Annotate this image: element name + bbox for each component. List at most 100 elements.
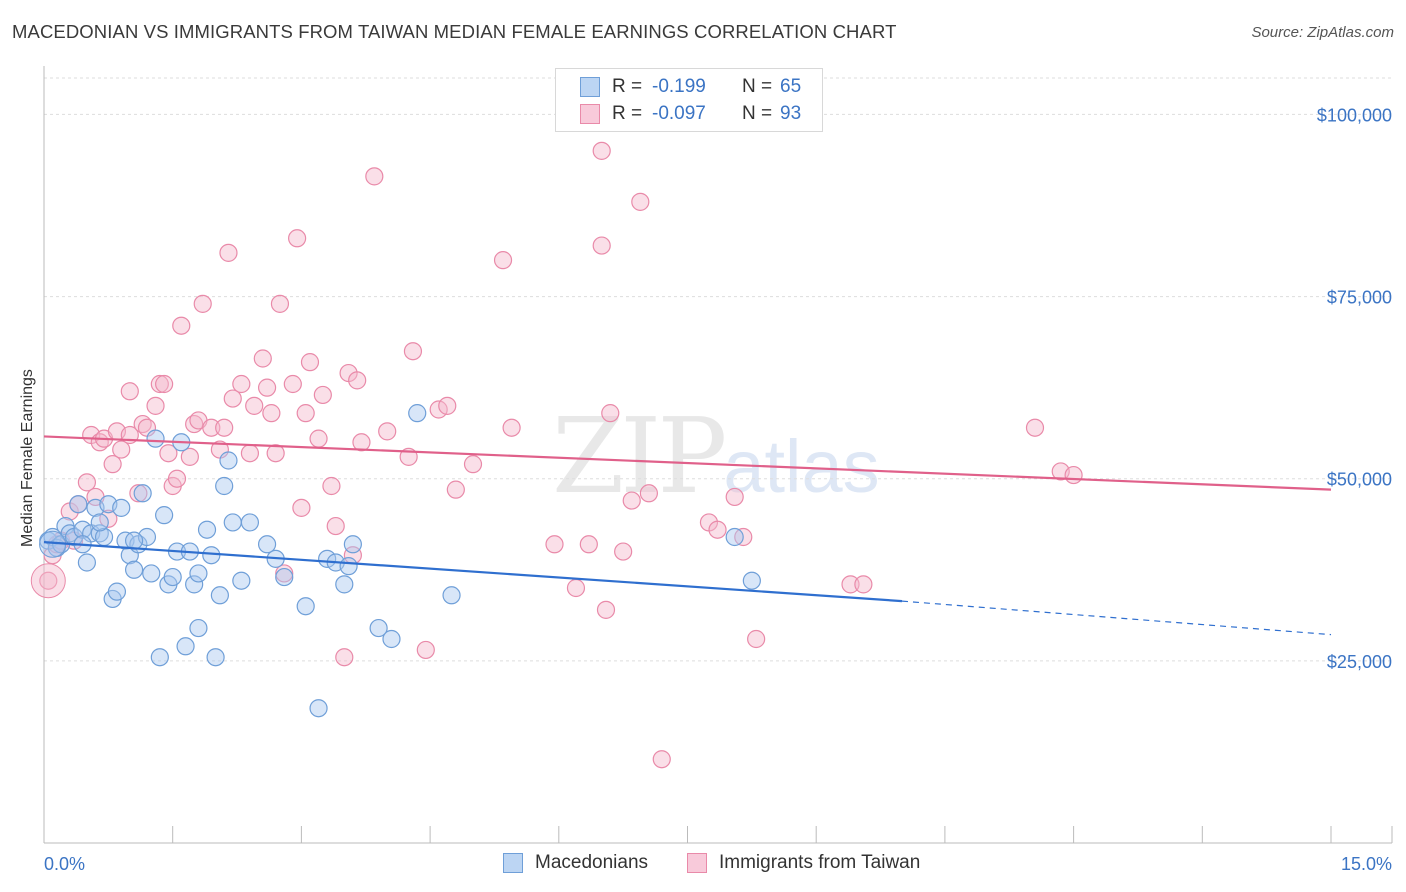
pink-data-point	[219, 243, 238, 262]
pink-data-point	[592, 236, 611, 255]
x-tick-label-max: 15.0%	[1341, 854, 1392, 874]
blue-data-point	[742, 571, 761, 590]
pink-data-point	[292, 498, 311, 517]
pink-data-point	[601, 404, 620, 423]
pink-data-point	[245, 396, 264, 415]
chart-title: MACEDONIAN VS IMMIGRANTS FROM TAIWAN MED…	[12, 21, 897, 42]
pink-data-point	[622, 491, 641, 510]
correlation-legend: R = -0.199 N = 65 R = -0.097 N = 93	[555, 68, 823, 132]
pink-data-point	[446, 480, 465, 499]
pink-data-point	[416, 640, 435, 660]
pink-data-point	[309, 429, 328, 448]
pink-data-point	[652, 750, 671, 769]
blue-data-point	[90, 513, 109, 532]
legend-item-label: Macedonians	[535, 852, 649, 873]
blue-data-point	[408, 404, 427, 423]
pink-cluster-point	[30, 563, 66, 599]
pink-data-point	[493, 251, 513, 270]
blue-data-point	[189, 564, 208, 583]
pink-data-point	[566, 578, 586, 598]
pink-data-point	[39, 571, 58, 590]
pink-data-point	[215, 418, 234, 437]
blue-data-point	[142, 564, 161, 583]
pink-data-point	[313, 385, 332, 405]
pink-data-point	[202, 418, 221, 437]
legend-item-taiwan[interactable]: Immigrants from Taiwan	[687, 852, 920, 874]
legend-item-label: Immigrants from Taiwan	[719, 852, 921, 873]
pink-data-point	[725, 487, 744, 507]
pink-data-point	[365, 167, 384, 186]
pink-data-point	[335, 648, 354, 667]
legend-swatch-blue	[580, 77, 600, 97]
pink-data-point	[502, 418, 521, 437]
pink-data-point	[614, 542, 633, 561]
taiwan-trend-line	[43, 435, 1332, 491]
source-label: Source: ZipAtlas.com	[1251, 24, 1394, 41]
y-tick-label: $100,000	[1317, 105, 1392, 125]
pink-data-point	[257, 378, 277, 397]
legend-swatch-pink	[687, 853, 707, 873]
macedonians-trend-extension	[901, 600, 1332, 636]
blue-data-point	[343, 535, 362, 554]
blue-data-point	[210, 586, 229, 605]
pink-data-point	[283, 374, 302, 394]
blue-data-point	[369, 618, 388, 638]
blue-data-point	[69, 495, 88, 514]
pink-data-point	[180, 447, 199, 466]
pink-data-point	[253, 349, 272, 368]
pink-data-point	[240, 444, 260, 463]
legend-n-value: 93	[780, 103, 802, 124]
blue-data-point	[215, 476, 234, 496]
pink-data-point	[270, 294, 290, 313]
pink-data-point	[403, 342, 423, 361]
pink-data-point	[1025, 418, 1045, 437]
blue-data-point	[219, 451, 238, 470]
blue-data-point	[725, 527, 744, 547]
legend-row-macedonians: R = -0.199 N = 65	[580, 74, 801, 100]
legend-r-value: -0.199	[652, 76, 706, 97]
blue-data-point	[185, 575, 204, 594]
blue-data-point	[150, 648, 169, 667]
blue-data-point	[223, 513, 242, 532]
pink-data-point	[348, 371, 367, 390]
legend-item-macedonians[interactable]: Macedonians	[503, 852, 648, 874]
pink-data-point	[172, 316, 191, 335]
blue-data-point	[309, 699, 328, 718]
pink-data-point	[326, 516, 345, 536]
pink-data-point	[155, 374, 174, 394]
legend-swatch-blue	[503, 853, 523, 873]
blue-data-point	[77, 553, 97, 572]
legend-n-value: 65	[780, 76, 802, 97]
blue-data-point	[442, 586, 461, 605]
pink-data-point	[592, 141, 611, 160]
pink-data-point	[352, 433, 371, 452]
pink-data-point	[232, 374, 251, 394]
pink-data-point	[159, 444, 178, 463]
pink-data-point	[708, 520, 727, 539]
pink-data-point	[296, 404, 315, 423]
pink-data-point	[854, 575, 873, 594]
blue-data-point	[232, 571, 251, 590]
pink-data-point	[747, 629, 766, 649]
blue-data-point	[275, 567, 294, 587]
blue-data-point	[124, 560, 144, 579]
legend-n-label: N =	[742, 103, 773, 124]
blue-data-point	[382, 629, 401, 649]
blue-data-point	[146, 429, 165, 448]
blue-data-point	[112, 498, 131, 517]
x-tick-label-min: 0.0%	[44, 854, 85, 874]
blue-data-point	[339, 557, 358, 576]
legend-n-label: N =	[742, 76, 773, 97]
blue-data-point	[133, 484, 152, 503]
pink-data-point	[129, 484, 148, 503]
blue-data-point	[240, 513, 260, 532]
legend-swatch-pink	[580, 104, 600, 124]
pink-data-point	[288, 229, 307, 248]
pink-data-point	[639, 484, 658, 503]
pink-data-point	[150, 374, 169, 394]
legend-r-label: R =	[612, 76, 643, 97]
pink-data-point	[596, 600, 616, 619]
macedonians-trend-line	[43, 541, 903, 603]
legend-r-value: -0.097	[652, 103, 706, 124]
blue-data-point	[189, 618, 208, 638]
